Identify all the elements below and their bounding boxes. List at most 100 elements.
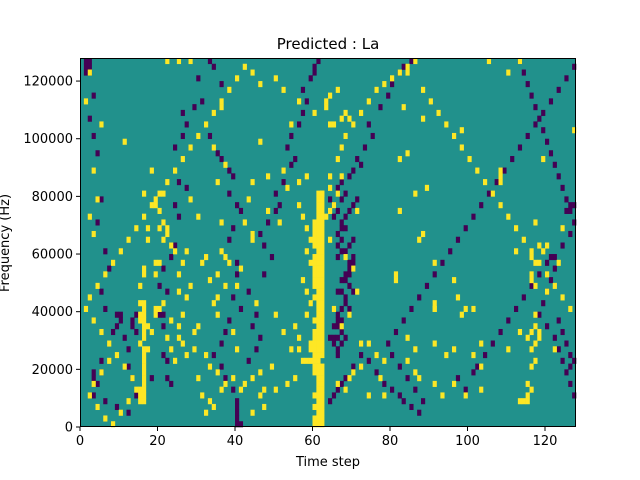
heatmap-cell-low <box>83 63 89 70</box>
heatmap-cell-high <box>138 386 143 393</box>
heatmap-cell-high <box>533 219 538 226</box>
heatmap-cell-high <box>320 265 325 272</box>
heatmap-cell-low <box>564 75 569 82</box>
heatmap-cell-high <box>142 317 147 324</box>
heatmap-cell-high <box>215 311 220 318</box>
heatmap-cell-high <box>238 386 244 393</box>
heatmap-cell-high <box>223 282 228 289</box>
heatmap-cell-low <box>335 323 340 330</box>
heatmap-cell-low <box>386 340 391 347</box>
heatmap-cell-high <box>316 288 321 295</box>
heatmap-cell-low <box>246 357 251 364</box>
heatmap-cell-low <box>227 236 232 243</box>
heatmap-cell-low <box>134 392 139 399</box>
heatmap-cell-high <box>421 115 426 122</box>
heatmap-cell-high <box>316 323 321 330</box>
heatmap-cell-low <box>339 277 344 284</box>
heatmap-cell-low <box>343 248 348 255</box>
heatmap-cell-high <box>324 104 329 111</box>
heatmap-cell-high <box>122 363 127 370</box>
heatmap-cell-high <box>537 334 542 341</box>
heatmap-cell-high <box>165 225 170 232</box>
x-axis: 0 20 40 60 80 100 120 <box>76 427 557 449</box>
heatmap-cell-high <box>320 346 325 353</box>
heatmap-cell-high <box>316 271 321 278</box>
heatmap-cell-high <box>343 386 348 393</box>
heatmap-cell-low <box>568 207 573 214</box>
heatmap-cell-low <box>254 311 259 318</box>
heatmap-cell-low <box>87 115 92 122</box>
heatmap-cell-low <box>335 242 340 249</box>
heatmap-cell-high <box>297 179 302 186</box>
heatmap-cell-high <box>366 98 371 105</box>
heatmap-cell-low <box>235 398 240 405</box>
heatmap-cell-high <box>196 132 201 140</box>
heatmap-cell-low <box>258 334 263 341</box>
x-tick-label: 100 <box>455 434 480 449</box>
heatmap-cell-high <box>514 225 519 232</box>
heatmap-cell-low <box>572 202 577 209</box>
heatmap-cell-high <box>316 282 321 289</box>
heatmap-cell-low <box>343 277 348 284</box>
heatmap-cell-low <box>262 271 267 278</box>
heatmap-cell-low <box>95 150 100 157</box>
heatmap-cell-low <box>335 346 340 353</box>
heatmap-cell-high <box>153 202 158 209</box>
heatmap-cell-high <box>320 317 325 324</box>
heatmap-cell-low <box>196 75 201 82</box>
heatmap-cell-high <box>355 288 360 295</box>
heatmap-cell-low <box>498 328 503 336</box>
heatmap-cell-high <box>490 190 495 197</box>
heatmap-cell-high <box>266 207 271 214</box>
heatmap-cell-high <box>300 213 306 220</box>
heatmap-cell-low <box>246 288 251 295</box>
heatmap-cell-low <box>95 219 100 226</box>
heatmap-cell-low <box>347 271 352 278</box>
heatmap-cell-high <box>169 317 174 324</box>
heatmap-cell-high <box>196 213 201 220</box>
heatmap-cell-low <box>238 207 244 214</box>
y-axis: 0 20000 40000 60000 80000 100000 120000 <box>23 75 80 436</box>
heatmap-cell-high <box>320 271 325 278</box>
heatmap-cell-high <box>328 121 333 128</box>
heatmap-cell-high <box>390 75 395 82</box>
heatmap-cell-low <box>355 196 360 203</box>
heatmap-cell-low <box>219 81 224 88</box>
heatmap-cell-high <box>285 380 290 387</box>
heatmap-cell-low <box>537 271 542 278</box>
heatmap-cell-low <box>254 346 259 353</box>
heatmap-cell-low <box>432 271 437 278</box>
heatmap-cell-low <box>335 317 340 324</box>
heatmap-cell-high <box>479 386 484 393</box>
heatmap-cell-low <box>548 98 554 105</box>
heatmap-cell-high <box>343 132 348 140</box>
heatmap-cell-low <box>390 352 395 359</box>
heatmap-cell-low <box>339 328 344 336</box>
heatmap-cell-high <box>130 375 135 382</box>
heatmap-cell-high <box>114 352 120 359</box>
heatmap-cell-high <box>304 225 309 232</box>
heatmap-cell-high <box>316 375 321 382</box>
heatmap-cell-high <box>262 403 267 411</box>
heatmap-cell-high <box>397 69 402 76</box>
heatmap-cell-low <box>343 213 348 220</box>
heatmap-cell-high <box>525 398 530 405</box>
heatmap-cell-high <box>238 265 244 272</box>
heatmap-cell-high <box>173 248 178 255</box>
heatmap-cell-low <box>99 288 104 295</box>
heatmap-cell-high <box>486 58 492 65</box>
heatmap-cell-low <box>99 357 104 364</box>
heatmap-cell-high <box>289 346 294 353</box>
heatmap-cell-low <box>328 334 333 341</box>
heatmap-cell-low <box>335 254 340 261</box>
heatmap-cell-high <box>215 179 220 186</box>
heatmap-cell-high <box>320 277 325 284</box>
heatmap-cell-low <box>351 167 356 174</box>
heatmap-cell-high <box>316 409 321 416</box>
chart-title: Predicted : La <box>277 35 380 53</box>
heatmap-cell-low <box>258 230 263 238</box>
heatmap-cell-high <box>339 173 344 180</box>
heatmap-cell-high <box>471 305 476 312</box>
heatmap-cell-high <box>320 398 325 405</box>
